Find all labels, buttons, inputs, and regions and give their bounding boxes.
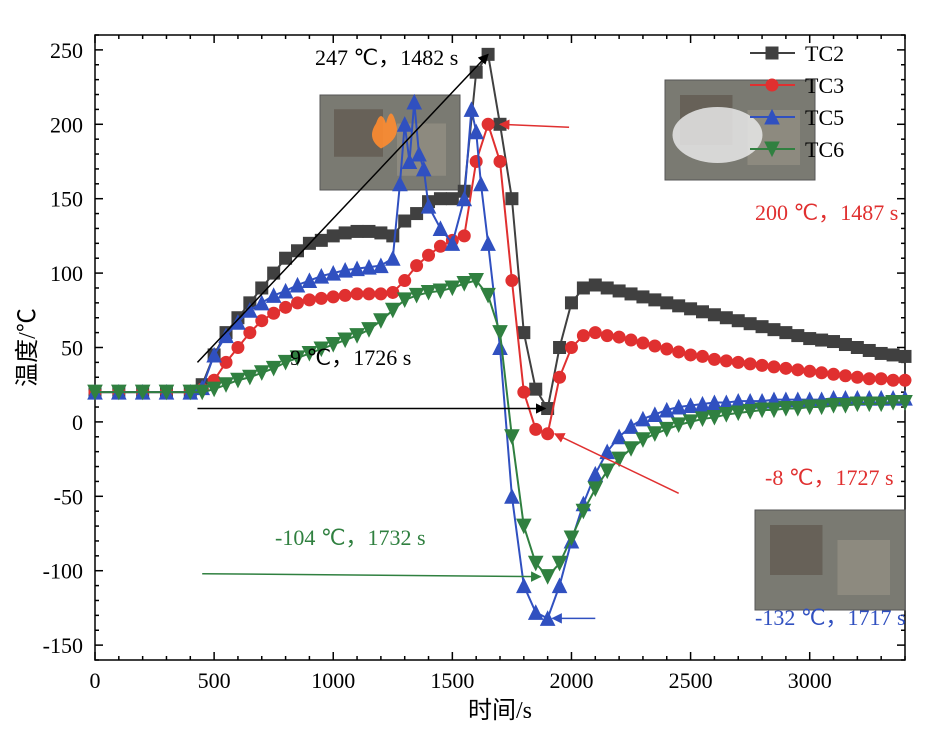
chart-container: 0 500 1000 1500 2000 2500 3000 -150 -100 -50 0 50 10…	[0, 0, 945, 738]
svg-text:-132 ℃，1717 s: -132 ℃，1717 s	[755, 605, 906, 630]
svg-text:200 ℃，1487 s: 200 ℃，1487 s	[755, 200, 898, 225]
x-tick-label: 0	[90, 668, 101, 693]
y-tick-label: 200	[50, 112, 83, 137]
x-tick-label: 2500	[669, 668, 713, 693]
y-tick-label: 250	[50, 38, 83, 63]
y-tick-label: -100	[43, 559, 83, 584]
y-tick-label: 150	[50, 187, 83, 212]
svg-text:-104 ℃，1732 s: -104 ℃，1732 s	[275, 525, 426, 550]
y-tick-label: -50	[54, 484, 83, 509]
y-tick-label: 100	[50, 261, 83, 286]
x-tick-label: 1500	[430, 668, 474, 693]
legend-item-TC3: TC3	[805, 73, 844, 98]
inset-fire-photo	[320, 95, 460, 190]
x-tick-label: 1000	[311, 668, 355, 693]
inset-extinguish-photo	[665, 80, 815, 180]
legend-item-TC2: TC2	[805, 41, 844, 66]
x-tick-label: 500	[198, 668, 231, 693]
y-tick-label: 0	[72, 410, 83, 435]
x-tick-label: 2000	[549, 668, 593, 693]
x-axis-label: 时间/s	[468, 697, 532, 724]
y-tick-label: 50	[61, 336, 83, 361]
y-tick-label: -150	[43, 633, 83, 658]
chart-svg: 0 500 1000 1500 2000 2500 3000 -150 -100 -50 0 50 10…	[0, 0, 945, 738]
svg-text:-8 ℃，1727 s: -8 ℃，1727 s	[765, 465, 894, 490]
svg-text:247 ℃，1482 s: 247 ℃，1482 s	[315, 45, 458, 70]
x-tick-label: 3000	[788, 668, 832, 693]
legend-item-TC5: TC5	[805, 105, 844, 130]
y-axis-label: 温度/℃	[14, 308, 41, 387]
svg-text:9 ℃，1726 s: 9 ℃，1726 s	[290, 345, 411, 370]
inset-residue-photo	[755, 510, 905, 610]
legend-item-TC6: TC6	[805, 137, 844, 162]
